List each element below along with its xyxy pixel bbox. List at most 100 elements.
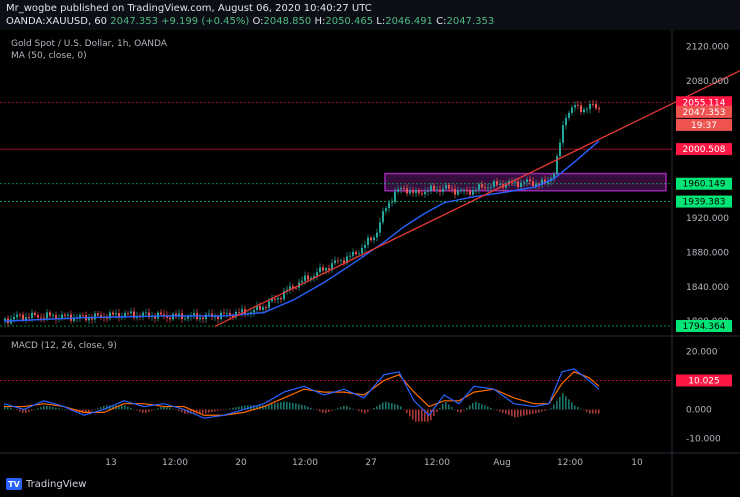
macd-histogram-bar (118, 405, 120, 410)
macd-histogram-bar (142, 409, 144, 413)
macd-histogram-bar (301, 404, 303, 410)
price-axis-label: 2080.000 (686, 77, 729, 87)
candle-body (487, 187, 489, 189)
macd-histogram-bar (43, 405, 45, 410)
candle-body (424, 191, 426, 195)
candle-body (79, 315, 81, 318)
macd-histogram-bar (322, 409, 324, 413)
open-value: 2048.850 (263, 16, 312, 27)
time-axis-label: 12:00 (557, 458, 583, 468)
macd-histogram-bar (391, 403, 393, 410)
macd-histogram-bar (583, 409, 585, 411)
candle-body (229, 313, 231, 316)
candle-body (400, 188, 402, 190)
macd-histogram-bar (451, 407, 453, 410)
candle-body (364, 244, 366, 248)
macd-histogram-bar (265, 405, 267, 410)
macd-histogram-bar (565, 396, 567, 410)
macd-histogram-bar (157, 408, 159, 410)
macd-histogram-bar (166, 406, 168, 410)
chart-frame[interactable] (0, 30, 740, 497)
macd-histogram-bar (136, 409, 138, 411)
candle-body (73, 318, 75, 321)
candle-body (4, 318, 6, 321)
macd-histogram-bar (58, 408, 60, 410)
candle-body (466, 189, 468, 192)
macd-histogram-bar (415, 409, 417, 422)
macd-histogram-bar (460, 409, 462, 413)
macd-histogram-bar (427, 409, 429, 422)
candle-body (505, 184, 507, 188)
macd-histogram-bar (163, 405, 165, 410)
ma-legend[interactable]: MA (50, close, 0) (11, 51, 87, 61)
candle-body (268, 301, 270, 308)
macd-histogram-bar (550, 408, 552, 410)
candle-body (541, 179, 543, 185)
candle-body (49, 312, 51, 316)
macd-histogram-bar (412, 409, 414, 420)
candle-body (484, 187, 486, 189)
tradingview-brand[interactable]: TV TradingView (6, 478, 86, 490)
macd-histogram-bar (100, 407, 102, 410)
macd-legend[interactable]: MACD (12, 26, close, 9) (11, 341, 117, 351)
tag-1794-bg (676, 319, 732, 332)
symbol-label: OANDA:XAUUSD, 60 (6, 16, 108, 27)
candle-body (403, 188, 405, 189)
price-axis-label: 1880.000 (686, 248, 729, 258)
candle-body (67, 314, 69, 316)
candle-body (280, 298, 282, 300)
macd-histogram-bar (220, 409, 222, 411)
candle-body (556, 156, 558, 175)
candle-body (169, 317, 171, 320)
macd-histogram-bar (211, 409, 213, 413)
candle-body (265, 307, 267, 308)
series-legend[interactable]: Gold Spot / U.S. Dollar, 1h, OANDA (11, 39, 167, 49)
macd-histogram-bar (25, 409, 27, 414)
candle-body (178, 313, 180, 316)
candle-body (160, 312, 162, 315)
macd-histogram-bar (373, 408, 375, 410)
macd-histogram-bar (193, 409, 195, 414)
macd-histogram-bar (394, 404, 396, 410)
time-axis-label: 13 (105, 458, 116, 468)
macd-histogram-bar (493, 409, 495, 410)
candle-body (544, 179, 546, 184)
candle-body (442, 188, 444, 192)
macd-histogram-bar (355, 409, 357, 411)
macd-histogram-bar (367, 409, 369, 412)
candle-body (580, 105, 582, 113)
macd-histogram-bar (175, 409, 177, 411)
candle-body (226, 313, 228, 314)
macd-histogram-bar (253, 405, 255, 410)
candle-body (310, 277, 312, 280)
candle-body (514, 181, 516, 183)
tag-2055-bg (676, 96, 732, 109)
macd-histogram-bar (31, 409, 33, 411)
macd-histogram-bar (511, 409, 513, 417)
macd-histogram-bar (361, 409, 363, 413)
macd-histogram-bar (466, 407, 468, 410)
time-axis-label: 10 (631, 458, 643, 468)
candle-body (382, 211, 384, 223)
macd-histogram-bar (181, 409, 183, 413)
macd-histogram-bar (574, 405, 576, 410)
macd-histogram-bar (295, 403, 297, 410)
macd-histogram-bar (559, 397, 561, 410)
candle-body (469, 191, 471, 195)
candle-body (547, 180, 549, 184)
macd-histogram-bar (424, 409, 426, 422)
macd-histogram-bar (184, 409, 186, 414)
macd-histogram-bar (289, 402, 291, 410)
candle-body (523, 181, 525, 183)
macd-histogram-bar (346, 406, 348, 410)
candle-body (520, 182, 522, 187)
macd-histogram-bar (598, 409, 600, 414)
macd-histogram-bar (562, 393, 564, 410)
candle-body (283, 291, 285, 300)
candle-body (295, 287, 297, 289)
macd-histogram-bar (358, 409, 360, 412)
macd-histogram-bar (478, 402, 480, 410)
tag-1939: 1939.383 (683, 198, 726, 208)
high-label: H: (314, 16, 326, 27)
